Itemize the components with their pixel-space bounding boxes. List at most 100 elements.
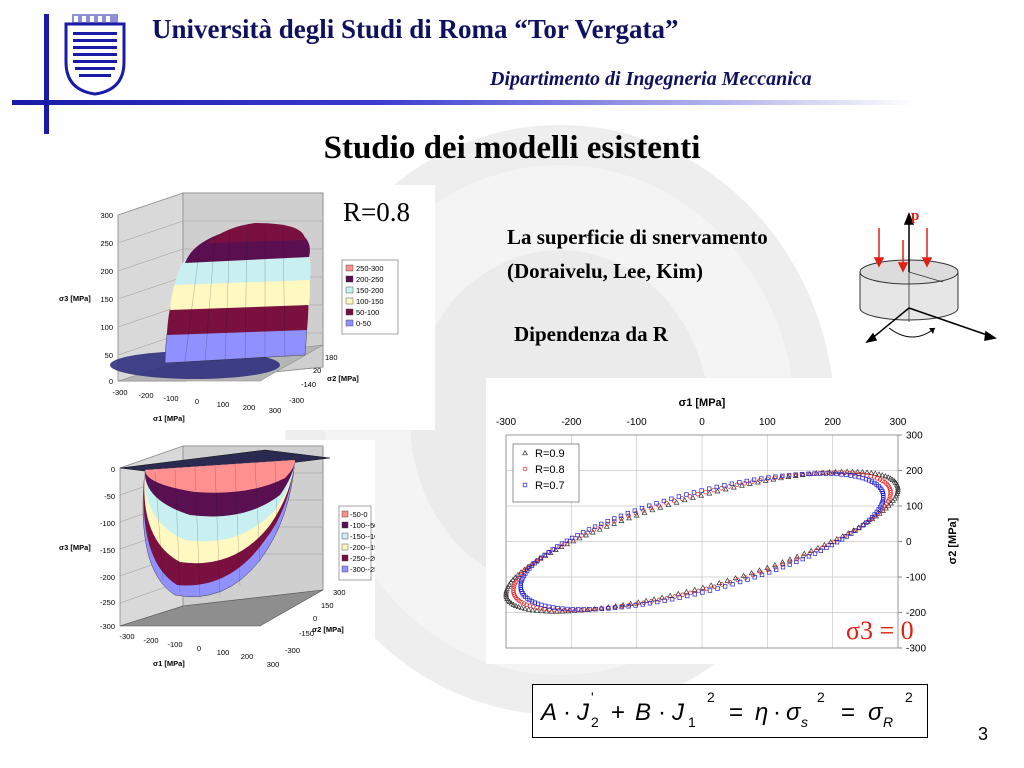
data-point — [885, 499, 891, 504]
data-point — [756, 567, 763, 573]
data-point — [626, 513, 631, 519]
z-axis-label: σ3 [MPa] — [59, 543, 91, 552]
data-point — [581, 607, 586, 612]
data-point — [772, 561, 778, 568]
z-tick: 0 — [109, 377, 113, 386]
data-point — [699, 488, 704, 493]
data-point — [879, 502, 884, 507]
data-point — [529, 607, 536, 613]
x-tick: 0 — [197, 644, 201, 653]
y-tick: -300 — [906, 644, 926, 655]
data-point — [620, 601, 626, 608]
data-point — [806, 554, 812, 559]
data-point — [794, 553, 801, 559]
legend-item: -150--100 — [350, 532, 375, 541]
x-tick: -300 — [496, 417, 516, 428]
data-point — [880, 499, 885, 505]
slide-title: Studio dei modelli esistenti — [323, 130, 701, 166]
data-point — [599, 521, 604, 527]
legend-item: -200--150 — [350, 543, 375, 552]
legend-item: 0-50 — [356, 319, 371, 328]
eq-sub: 2 — [591, 714, 599, 730]
data-point — [839, 472, 844, 477]
data-point — [550, 547, 555, 552]
data-point — [655, 599, 660, 605]
chart-points — [503, 468, 901, 614]
data-point — [612, 518, 617, 524]
data-point — [837, 536, 842, 542]
data-point — [880, 497, 886, 503]
data-point — [542, 606, 548, 612]
data-point — [722, 486, 729, 492]
data-point — [854, 468, 861, 474]
data-point — [707, 486, 712, 491]
data-point — [661, 498, 667, 504]
data-point — [844, 472, 849, 478]
department-name: Dipartimento di Ingegneria Meccanica — [490, 68, 812, 90]
data-point — [831, 470, 837, 475]
data-point — [581, 530, 586, 535]
data-point — [866, 478, 872, 483]
z-axis-label: σ3 [MPa] — [59, 294, 91, 303]
data-point — [759, 476, 764, 481]
yield-equation: A · J ' 2 + B · J 1 2 = η · σ s 2 = σ R … — [539, 689, 913, 730]
data-point — [834, 471, 839, 477]
data-point — [772, 475, 778, 481]
data-point — [518, 580, 524, 586]
data-point — [818, 471, 823, 476]
data-point — [542, 603, 548, 609]
z-tick: 200 — [100, 267, 113, 276]
data-point — [800, 556, 805, 562]
eq-dot: · — [563, 699, 571, 726]
x-tick: -100 — [163, 394, 178, 403]
z-tick: -150 — [100, 546, 115, 555]
data-point — [503, 592, 509, 598]
plot-area-border — [505, 434, 899, 649]
data-point — [669, 496, 674, 501]
data-point — [586, 527, 592, 532]
data-point — [870, 514, 875, 520]
data-point — [719, 485, 724, 491]
data-point — [807, 551, 813, 556]
z-tick: 0 — [111, 465, 115, 474]
data-point — [812, 471, 817, 476]
y-tick: -150 — [299, 629, 314, 638]
data-point — [662, 598, 667, 603]
eq-sub: s — [801, 714, 808, 730]
legend-swatch — [345, 275, 354, 283]
data-point — [786, 473, 792, 478]
data-point — [606, 606, 611, 611]
data-point — [692, 592, 697, 597]
data-point — [691, 586, 698, 592]
legend-top: 250-300 200-250 150-200 100-150 50-100 0… — [341, 259, 399, 335]
data-point — [560, 606, 565, 611]
data-point — [575, 607, 581, 612]
header-bar-horizontal — [12, 100, 917, 105]
data-point — [510, 576, 516, 582]
data-point — [538, 607, 545, 614]
data-point — [519, 600, 524, 605]
data-point — [519, 578, 524, 584]
data-point — [787, 559, 792, 565]
data-point — [867, 517, 872, 522]
data-point — [521, 601, 527, 606]
ellipse-chart: -300 -200 -100 0 100 200 300 300 200 100 0 -100 -20… — [486, 378, 962, 664]
chart-legend: R=0.9 R=0.8 R=0.7 — [512, 443, 580, 503]
data-point — [576, 535, 583, 541]
y-axis-label: σ2 [MPa] — [947, 517, 959, 564]
university-logo — [64, 14, 126, 96]
data-point — [640, 602, 645, 607]
data-point — [593, 606, 598, 612]
legend-item: 250-300 — [356, 264, 384, 273]
legend-swatch — [341, 554, 349, 562]
data-point — [748, 569, 755, 576]
data-point — [592, 524, 598, 529]
eq-A: A — [539, 699, 557, 726]
x-axis-label: σ1 [MPa] — [153, 414, 185, 423]
data-point — [527, 597, 532, 603]
data-point — [534, 607, 540, 613]
data-point — [633, 510, 639, 516]
cylinder-diagram: p — [859, 208, 997, 344]
x-tick: -300 — [119, 632, 134, 641]
data-point — [872, 480, 877, 486]
